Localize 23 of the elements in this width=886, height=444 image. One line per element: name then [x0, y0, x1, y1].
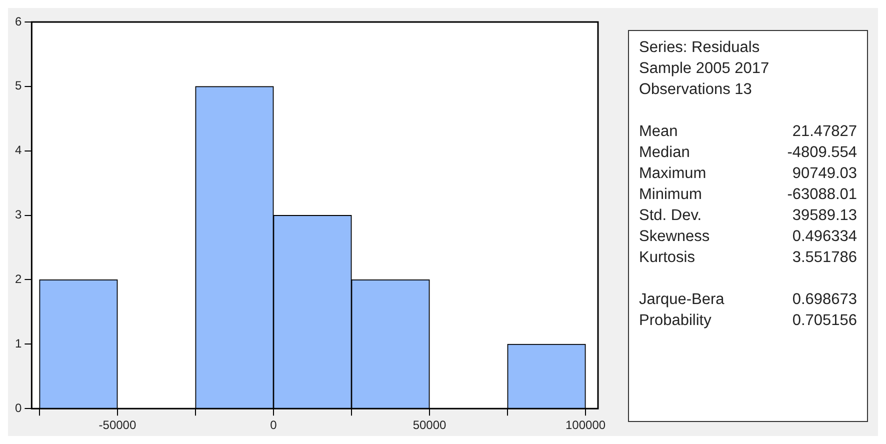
x-tick-label: 100000: [565, 418, 606, 432]
y-tick-label: 3: [14, 208, 22, 222]
y-tick-label: 2: [14, 272, 22, 286]
text: Maximum 90749.03: [639, 165, 857, 182]
text: Jarque-Bera 0.698673: [639, 291, 857, 308]
y-tick-label: 4: [14, 143, 22, 158]
text: Median -4809.554: [639, 144, 857, 161]
text: Kurtosis 3.551786: [639, 249, 857, 266]
x-tick-label: 50000: [412, 418, 447, 432]
text: Minimum -63088.01: [639, 186, 857, 203]
y-tick-label: 1: [14, 336, 22, 350]
text: Observations 13: [639, 80, 753, 100]
y-tick-label: 6: [14, 14, 22, 28]
text: Series: Residuals: [639, 38, 761, 58]
y-tick-label: 5: [14, 78, 22, 93]
text: Mean 21.47827: [639, 123, 857, 140]
x-tick-label: 0: [270, 418, 278, 432]
text: Probability 0.705156: [639, 312, 857, 329]
text: Sample 2005 2017: [639, 59, 770, 79]
text: Skewness 0.496334: [639, 228, 857, 245]
y-tick-label: 0: [14, 400, 22, 415]
x-tick-label: -50000: [98, 418, 136, 432]
text: Std. Dev. 39589.13: [639, 207, 857, 224]
